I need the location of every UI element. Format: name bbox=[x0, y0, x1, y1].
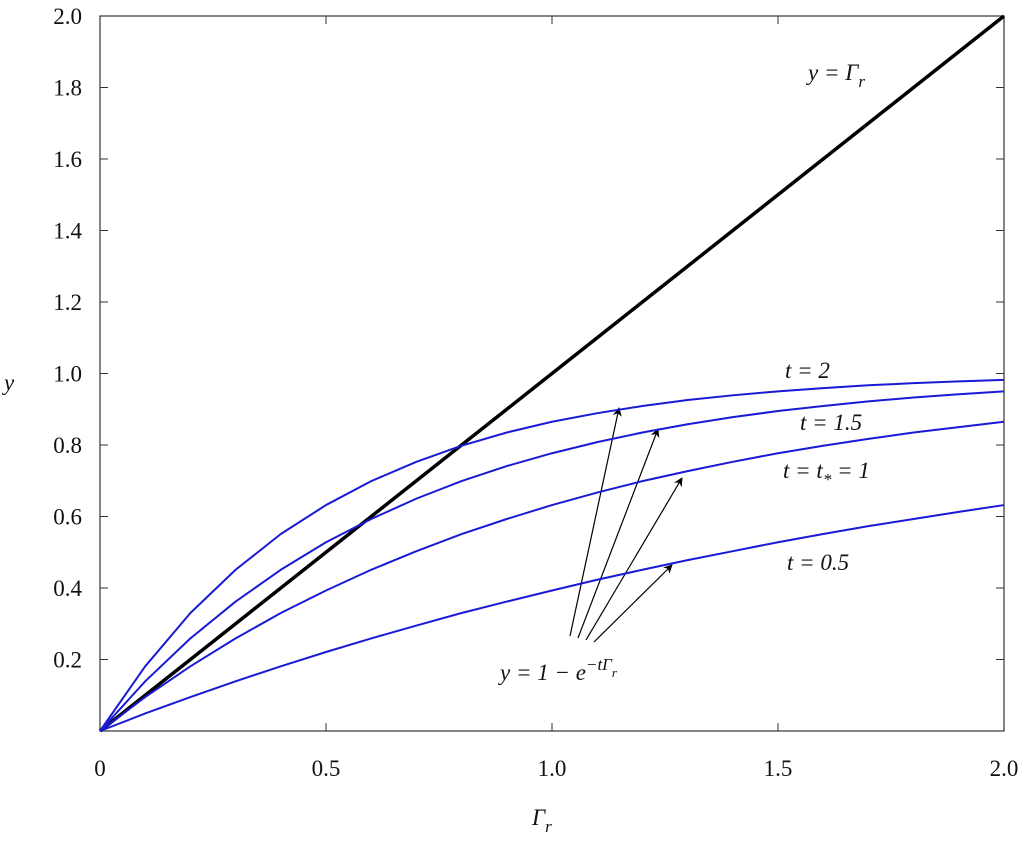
series-line bbox=[99, 504, 1005, 732]
series-label: t = 2 bbox=[785, 358, 830, 383]
y-axis-label: y bbox=[2, 370, 15, 395]
x-axis-label-part: Γ bbox=[531, 805, 546, 830]
series-label-part: t = t bbox=[783, 458, 823, 483]
y-tick-label: 1.0 bbox=[53, 362, 82, 387]
x-axis-label-part: r bbox=[545, 817, 552, 836]
arrow bbox=[569, 407, 622, 637]
series-label-part: r bbox=[858, 72, 865, 91]
series-line bbox=[99, 420, 1005, 732]
arrow bbox=[577, 428, 660, 639]
series-label-part: t = 1.5 bbox=[800, 410, 862, 435]
y-tick-label: 1.6 bbox=[53, 147, 82, 172]
annotation-part: r bbox=[612, 665, 618, 680]
y-tick-label: 1.2 bbox=[53, 290, 82, 315]
x-tick-label: 0.5 bbox=[312, 756, 341, 781]
series-line bbox=[99, 390, 1005, 732]
x-tick-label: 1.5 bbox=[764, 756, 793, 781]
x-tick-label: 0 bbox=[94, 756, 106, 781]
series-label-part: y = Γ bbox=[806, 60, 859, 85]
annotation-arrows bbox=[569, 407, 683, 643]
annotation-part: −tΓ bbox=[586, 655, 613, 674]
series-label: t = 0.5 bbox=[787, 550, 849, 575]
x-tick-label: 1.0 bbox=[538, 756, 567, 781]
series-label-part: = 1 bbox=[831, 458, 870, 483]
y-tick-label: 0.4 bbox=[53, 576, 82, 601]
y-axis-label-part: y bbox=[2, 370, 15, 395]
annotation-part: y = 1 − e bbox=[498, 660, 586, 685]
y-tick-label: 0.2 bbox=[53, 648, 82, 673]
series-line bbox=[99, 378, 1005, 732]
series-label: t = t* = 1 bbox=[783, 458, 870, 489]
arrow bbox=[593, 564, 673, 643]
series-label-part: t = 0.5 bbox=[787, 550, 849, 575]
annotation: y = 1 − e−tΓr bbox=[498, 655, 618, 685]
x-axis-label: Γr bbox=[531, 805, 552, 836]
y-tick-label: 1.8 bbox=[53, 76, 82, 101]
y-tick-label: 1.4 bbox=[53, 219, 82, 244]
series-line bbox=[98, 14, 1006, 733]
x-tick-label: 2.0 bbox=[990, 756, 1019, 781]
series-label: t = 1.5 bbox=[800, 410, 862, 435]
y-tick-label: 0.8 bbox=[53, 433, 82, 458]
series-label: y = Γr bbox=[806, 60, 865, 91]
y-tick-label: 0.6 bbox=[53, 505, 82, 530]
y-tick-label: 2.0 bbox=[53, 4, 82, 29]
series-label-part: * bbox=[823, 470, 832, 489]
arrow bbox=[585, 477, 683, 641]
series-label-part: t = 2 bbox=[785, 358, 830, 383]
